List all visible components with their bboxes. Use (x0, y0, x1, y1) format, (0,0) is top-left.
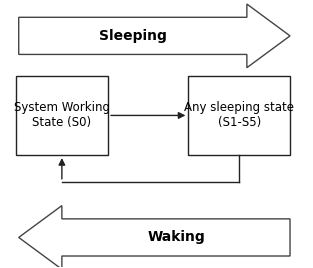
FancyBboxPatch shape (16, 76, 108, 155)
Polygon shape (19, 206, 290, 268)
FancyBboxPatch shape (188, 76, 290, 155)
Text: Sleeping: Sleeping (99, 29, 167, 43)
Text: Any sleeping state
(S1-S5): Any sleeping state (S1-S5) (184, 101, 294, 129)
Polygon shape (19, 4, 290, 68)
Text: Waking: Waking (147, 230, 205, 244)
Text: System Working
State (S0): System Working State (S0) (14, 101, 110, 129)
